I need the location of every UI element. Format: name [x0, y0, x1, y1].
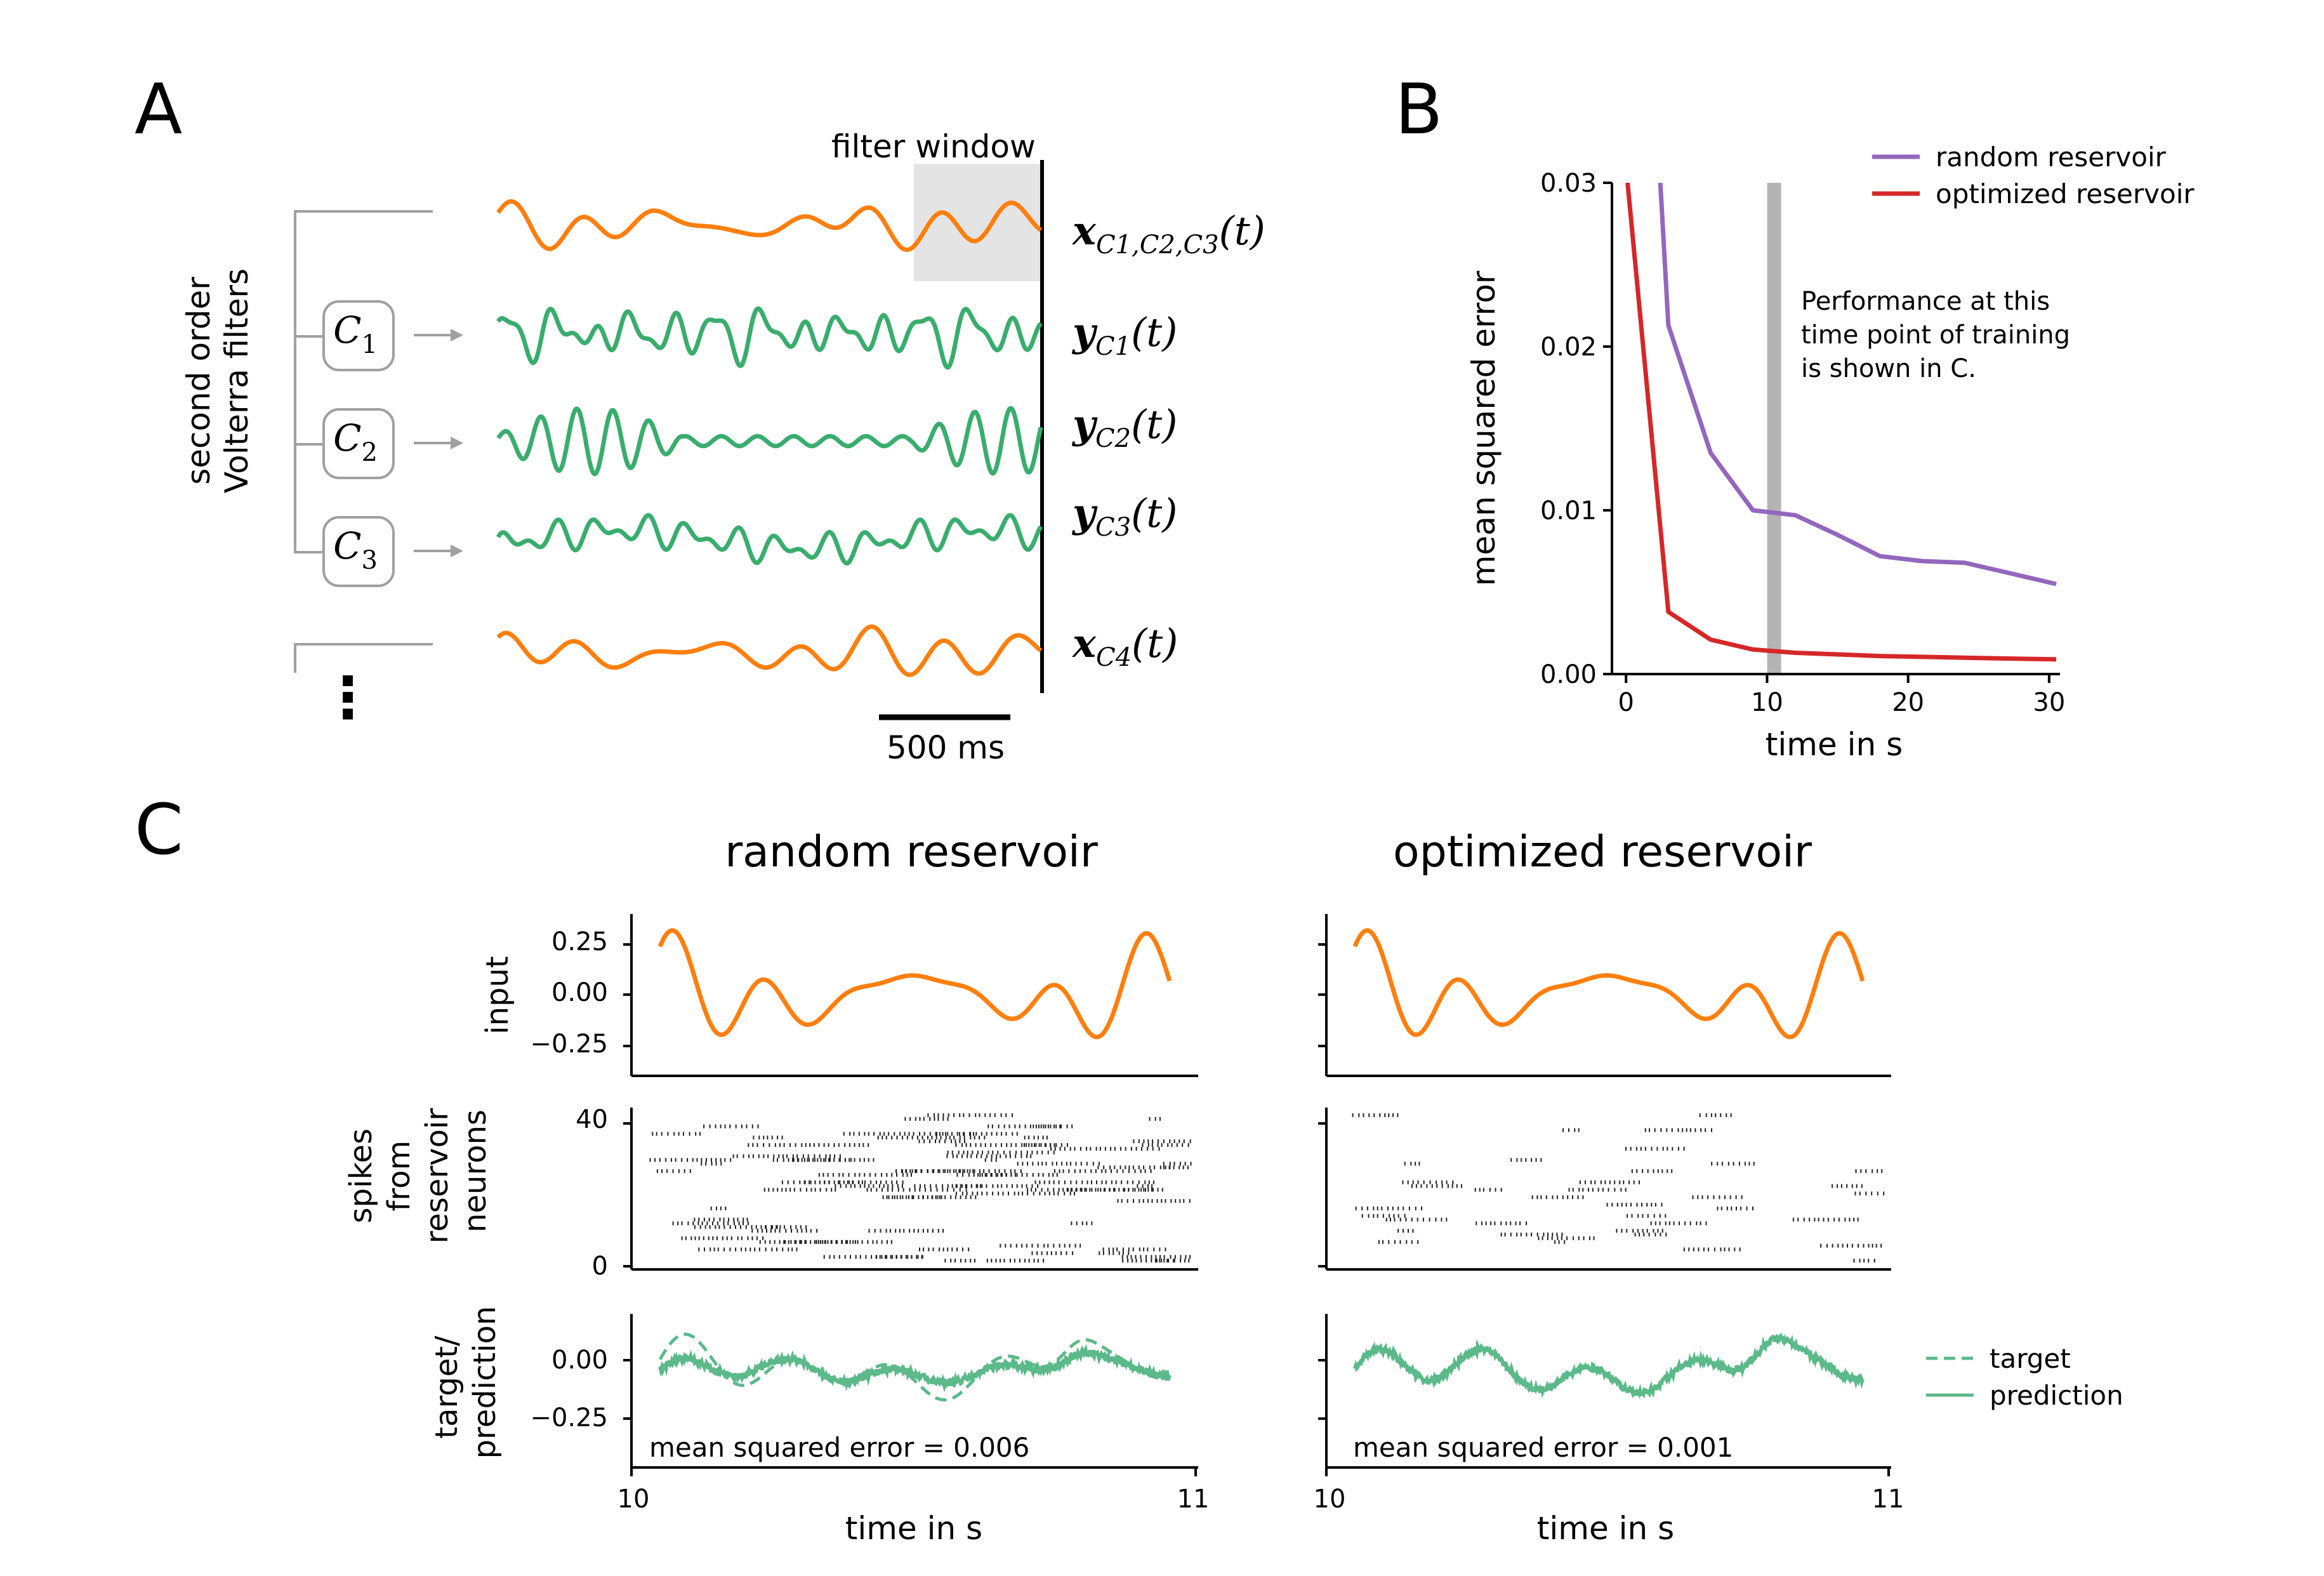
trace-y-c3	[496, 513, 1043, 566]
input-ytick-025: 0.25	[551, 927, 608, 957]
volterra-bracket	[294, 210, 433, 553]
filter-box-c1: C1	[322, 300, 463, 371]
legend-label-target: target	[1990, 1343, 2071, 1374]
filter-box-c3: C3	[322, 516, 463, 587]
xlabel-right: time in s	[1537, 1510, 1674, 1547]
spikes-ylabel: spikes from reservoir neurons	[343, 1099, 493, 1244]
volterra-label-line1: second order	[180, 277, 217, 485]
panel-a: A filter window ⋮ second order Volterra …	[135, 69, 1265, 766]
input-trace	[657, 928, 1172, 1040]
column-random	[623, 914, 1198, 1476]
annotation-b: Performance at this time point of traini…	[1801, 287, 2078, 383]
filter-window-box	[914, 164, 1041, 281]
trace-y-c2	[496, 406, 1043, 477]
x-tick-label: 20	[1892, 688, 1924, 717]
input-trace	[1352, 928, 1865, 1040]
panel-label-b: B	[1395, 69, 1443, 150]
target-ytick-000: 0.00	[551, 1346, 608, 1375]
filter-name: C	[333, 416, 361, 460]
legend-b: random reservoir optimized reservoir	[1872, 142, 2195, 209]
filter-name: C	[333, 524, 361, 567]
highlight-band	[1767, 183, 1781, 674]
spikes-ytick-40: 40	[576, 1105, 608, 1134]
filter-box-c2: C2	[322, 408, 463, 479]
input-ytick-m025: −0.25	[530, 1030, 608, 1059]
y-tick-label: 0.01	[1540, 496, 1597, 526]
mse-label-optimized: mean squared error = 0.001	[1353, 1432, 1733, 1463]
spike-raster	[1352, 1113, 1885, 1263]
svg-text:C1: C1	[333, 308, 378, 359]
x-axis-label: time in s	[1766, 726, 1903, 763]
series-line-random	[1658, 183, 2057, 586]
xtick-10-left: 10	[617, 1485, 650, 1514]
column-optimized	[1318, 914, 1891, 1476]
mse-chart: 0.00 0.01 0.02 0.03 0 10 20 30 time in s mean squ…	[1465, 169, 2065, 763]
col-title-random: random reservoir	[725, 827, 1098, 877]
y-axis-label: mean squared error	[1465, 270, 1502, 586]
xtick-11-left: 11	[1177, 1485, 1210, 1514]
spike-raster	[649, 1113, 1192, 1263]
svg-text:C2: C2	[333, 416, 378, 467]
x-tick-label: 30	[2033, 688, 2065, 717]
continuation-bracket	[294, 643, 433, 673]
signal-label-x-c4: xC4(t)	[1071, 620, 1178, 672]
panel-label-a: A	[135, 69, 182, 150]
scalebar-label: 500 ms	[887, 729, 1005, 766]
prediction-trace	[1353, 1332, 1865, 1400]
y-tick-label: 0.00	[1540, 660, 1597, 689]
filter-sub: 3	[361, 546, 377, 575]
series-line-optimized	[1625, 183, 2057, 662]
svg-text:C3: C3	[333, 524, 378, 575]
target-ytick-m025: −0.25	[530, 1403, 608, 1433]
x-tick-label: 10	[1751, 688, 1783, 717]
signal-label-y-c3: yC3(t)	[1071, 490, 1177, 542]
x-tick-label: 0	[1618, 688, 1634, 717]
filter-window-label: filter window	[831, 128, 1036, 165]
input-ytick-000: 0.00	[551, 978, 608, 1007]
signal-label-y-c2: yC2(t)	[1071, 401, 1177, 453]
legend-label-optimized: optimized reservoir	[1936, 178, 2195, 209]
panel-c: C random reservoir optimized reservoir i…	[135, 789, 2123, 1547]
prediction-trace	[658, 1344, 1172, 1393]
y-tick-label: 0.02	[1540, 333, 1597, 362]
trace-x-c123	[496, 199, 1043, 252]
target-trace	[1354, 1336, 1863, 1395]
panel-b: B 0.00 0.01 0.02 0.03 0 10 20 30 time in s mean s…	[1395, 69, 2195, 763]
target-trace	[658, 1332, 1170, 1401]
xtick-10-right: 10	[1314, 1485, 1346, 1514]
filter-sub: 1	[361, 330, 377, 359]
xtick-11-right: 11	[1872, 1485, 1905, 1514]
volterra-label-line2: Volterra filters	[218, 268, 255, 493]
trace-x-c4	[496, 624, 1043, 677]
signal-label-y-c1: yC1(t)	[1071, 309, 1177, 361]
filter-name: C	[333, 308, 361, 352]
filter-sub: 2	[361, 438, 377, 467]
spikes-ytick-0: 0	[592, 1252, 608, 1281]
mse-label-random: mean squared error = 0.006	[649, 1432, 1029, 1463]
signal-label-x-c123: xC1,C2,C3(t)	[1071, 208, 1265, 260]
ellipsis-dots: ⋮	[319, 665, 376, 731]
legend-label-random: random reservoir	[1936, 142, 2167, 173]
legend-label-prediction: prediction	[1990, 1380, 2123, 1411]
col-title-optimized: optimized reservoir	[1393, 827, 1812, 877]
legend-c: target prediction	[1926, 1343, 2123, 1411]
y-tick-label: 0.03	[1540, 169, 1597, 198]
target-ylabel: target/ prediction	[429, 1306, 503, 1459]
xlabel-left: time in s	[845, 1510, 982, 1547]
trace-y-c1	[496, 306, 1043, 370]
input-ylabel: input	[480, 956, 515, 1034]
panel-label-c: C	[135, 789, 183, 870]
